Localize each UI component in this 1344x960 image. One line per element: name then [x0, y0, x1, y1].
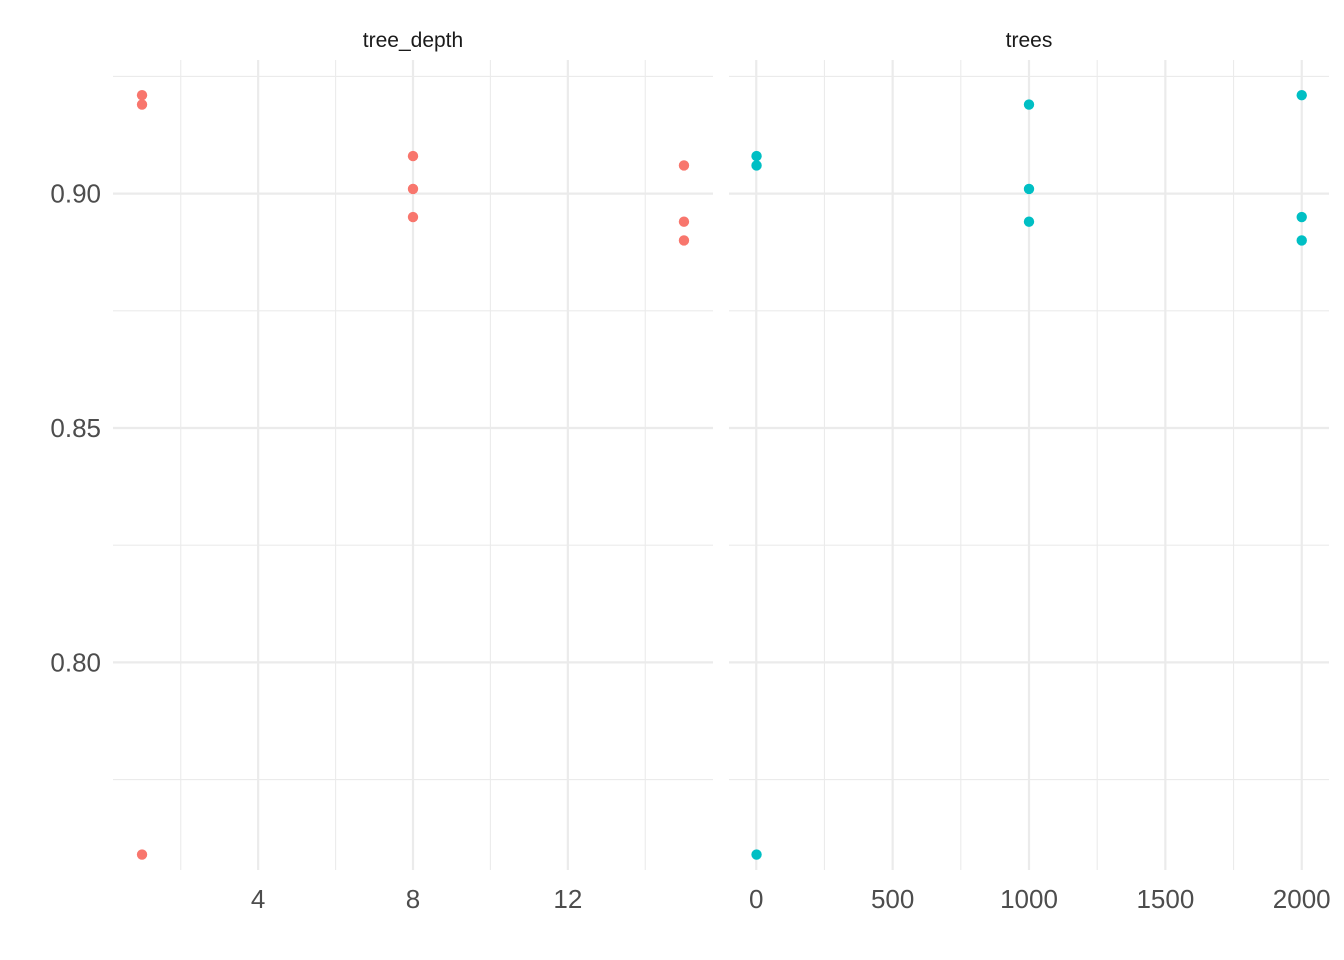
x-tick-label: 500 — [871, 884, 914, 914]
data-point — [1296, 235, 1307, 246]
data-point — [407, 211, 419, 223]
y-tick-label: 0.80 — [50, 647, 101, 677]
x-tick-label: 12 — [553, 884, 582, 914]
x-tick-label: 1000 — [1000, 884, 1058, 914]
x-tick-label: 0 — [749, 884, 763, 914]
data-point — [1023, 99, 1035, 110]
facet-panels: tree_depth 4 8 12 trees 0 500 1000 1500 2000 — [113, 29, 1331, 914]
data-point — [751, 150, 762, 162]
data-point — [407, 183, 419, 195]
x-tick-label: 4 — [251, 884, 265, 914]
x-tick-label: 1500 — [1136, 884, 1194, 914]
data-point — [136, 849, 148, 860]
facet-strip-label: tree_depth — [363, 29, 463, 52]
data-point — [1023, 183, 1035, 195]
facet-panel-tree-depth: tree_depth 4 8 12 — [113, 29, 713, 914]
data-point — [751, 160, 762, 171]
y-tick-label: 0.90 — [50, 179, 101, 209]
data-point — [136, 99, 148, 110]
data-point — [751, 849, 762, 860]
data-point — [678, 160, 690, 171]
facet-strip-label: trees — [1006, 29, 1053, 52]
data-point — [1296, 211, 1307, 223]
data-point — [1023, 216, 1035, 227]
x-tick-label: 2000 — [1273, 884, 1331, 914]
data-point — [678, 235, 690, 246]
facet-panel-trees: trees 0 500 1000 1500 2000 — [729, 29, 1331, 914]
data-point — [1296, 89, 1307, 101]
y-tick-label: 0.85 — [50, 413, 101, 443]
y-axis-tick-labels: 0.80 0.85 0.90 — [50, 179, 101, 678]
data-point — [136, 89, 148, 101]
data-point — [407, 150, 419, 162]
x-tick-label: 8 — [406, 884, 420, 914]
data-point — [678, 216, 690, 227]
